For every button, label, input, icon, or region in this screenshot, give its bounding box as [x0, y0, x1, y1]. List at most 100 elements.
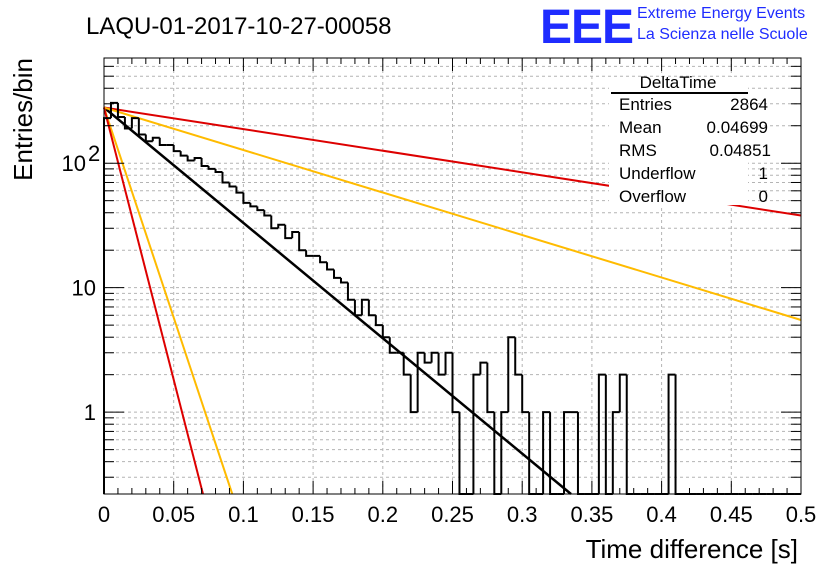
histogram-bin	[374, 315, 383, 327]
histogram-bin	[221, 171, 230, 184]
histogram-bin	[186, 155, 195, 162]
histogram-bin	[521, 374, 530, 414]
y-axis-title: Entries/bin	[8, 58, 38, 181]
histogram-bin	[444, 351, 453, 375]
x-tick-label: 0.4	[646, 502, 677, 527]
histogram-bin	[674, 374, 683, 495]
histogram-bin	[158, 137, 167, 147]
histogram-bin	[486, 362, 495, 414]
histogram-bin	[284, 224, 293, 240]
histogram-bin	[319, 255, 328, 264]
histogram-bin	[437, 352, 446, 376]
y-tick-label: 10	[62, 151, 86, 176]
fit-line-3	[103, 107, 234, 495]
histogram-bin	[103, 117, 111, 494]
stat-label-mean: Mean	[619, 118, 662, 137]
stat-label-overflow: Overflow	[619, 187, 687, 206]
histogram-bin	[179, 151, 188, 157]
histogram-bin	[214, 168, 223, 173]
y-tick-label: 10	[72, 276, 96, 301]
stat-label-rms: RMS	[619, 141, 657, 160]
histogram-bin	[430, 351, 439, 363]
histogram-bin	[388, 337, 397, 354]
histogram-bin	[500, 411, 509, 494]
histogram-bin	[116, 102, 125, 119]
histogram-bin	[130, 117, 139, 129]
fit-line-4	[103, 107, 204, 495]
histogram-bin	[193, 157, 202, 161]
x-tick-label: 0.05	[152, 502, 195, 527]
x-tick-label: 0.1	[228, 502, 259, 527]
x-tick-label: 0.45	[710, 502, 753, 527]
histogram-bin	[305, 250, 314, 257]
histogram-bin	[514, 337, 523, 376]
logo-line-2: La Scienza nelle Scuole	[637, 26, 808, 43]
stat-value-overflow: 0	[759, 187, 768, 206]
histogram-bin	[172, 145, 181, 153]
histogram-bin	[360, 298, 369, 316]
histogram-bin	[563, 411, 571, 494]
x-axis-title: Time difference [s]	[586, 534, 798, 564]
eee-logo: EEE Extreme Energy Events La Scienza nel…	[540, 1, 808, 54]
histogram-bin	[137, 118, 146, 136]
histogram-bin	[228, 182, 237, 188]
histogram-bin	[542, 411, 551, 494]
x-tick-label: 0.2	[368, 502, 399, 527]
stat-value-rms: 0.04851	[710, 141, 771, 160]
stat-label-underflow: Underflow	[619, 164, 696, 183]
x-tick-label: 0.15	[292, 502, 335, 527]
histogram-bin	[423, 352, 432, 364]
stats-box: DeltaTime Entries 2864 Mean 0.04699 RMS …	[609, 73, 771, 206]
y-tick-label: 1	[84, 400, 96, 425]
histogram-bin	[472, 373, 481, 494]
x-tick-label: 0.5	[786, 502, 817, 527]
histogram-bin	[326, 262, 335, 271]
stat-value-mean: 0.04699	[707, 118, 768, 137]
stat-value-underflow: 1	[759, 164, 768, 183]
stat-label-entries: Entries	[619, 95, 672, 114]
histogram-bin	[235, 186, 244, 194]
histogram-bin	[611, 411, 620, 494]
histogram-bin	[263, 210, 272, 217]
stats-box-title: DeltaTime	[640, 73, 717, 92]
histogram-bin	[270, 215, 279, 230]
histogram-bin	[144, 134, 153, 143]
histogram-bin	[256, 206, 265, 212]
histogram-bin	[346, 282, 355, 301]
histogram-bin	[597, 373, 606, 494]
histogram-bin	[109, 101, 118, 119]
logo-line-1: Extreme Energy Events	[637, 5, 805, 22]
histogram-bin	[618, 373, 627, 413]
histogram-bin	[367, 299, 376, 317]
histogram-bin	[604, 374, 613, 495]
x-tick-label: 0	[98, 502, 110, 527]
histogram-bin	[416, 351, 425, 413]
histogram-bin	[409, 374, 418, 414]
histogram-bin	[667, 373, 676, 494]
histogram-bin	[507, 336, 516, 413]
histogram-bin	[123, 117, 132, 130]
histogram-bin	[207, 165, 216, 170]
histogram-bin	[479, 361, 488, 375]
fit-line-2	[103, 106, 802, 321]
logo-mark: EEE	[540, 1, 633, 54]
histogram-bin	[353, 299, 362, 317]
histogram-bin	[249, 202, 258, 208]
stats-box-background	[609, 77, 748, 205]
axis-ticks: 0 0.05 0.1 0.15 0.2 0.25 0.3 0.35 0.4 0.45 0.51101…	[62, 57, 817, 527]
histogram-bin	[298, 232, 307, 252]
x-tick-label: 0.35	[570, 502, 613, 527]
histogram-bin	[381, 325, 390, 339]
histogram-bin	[333, 269, 341, 279]
histogram-bin	[451, 352, 460, 414]
x-tick-label: 0.25	[431, 502, 474, 527]
histogram-bin	[291, 231, 300, 239]
histogram-bin	[200, 158, 209, 167]
histogram-bin	[339, 277, 348, 284]
histogram-bin	[242, 192, 251, 204]
y-tick-exponent: 2	[88, 141, 100, 166]
histogram-bin	[151, 136, 160, 142]
x-tick-label: 0.3	[507, 502, 538, 527]
chart-title: LAQU-01-2017-10-27-00058	[86, 13, 392, 40]
